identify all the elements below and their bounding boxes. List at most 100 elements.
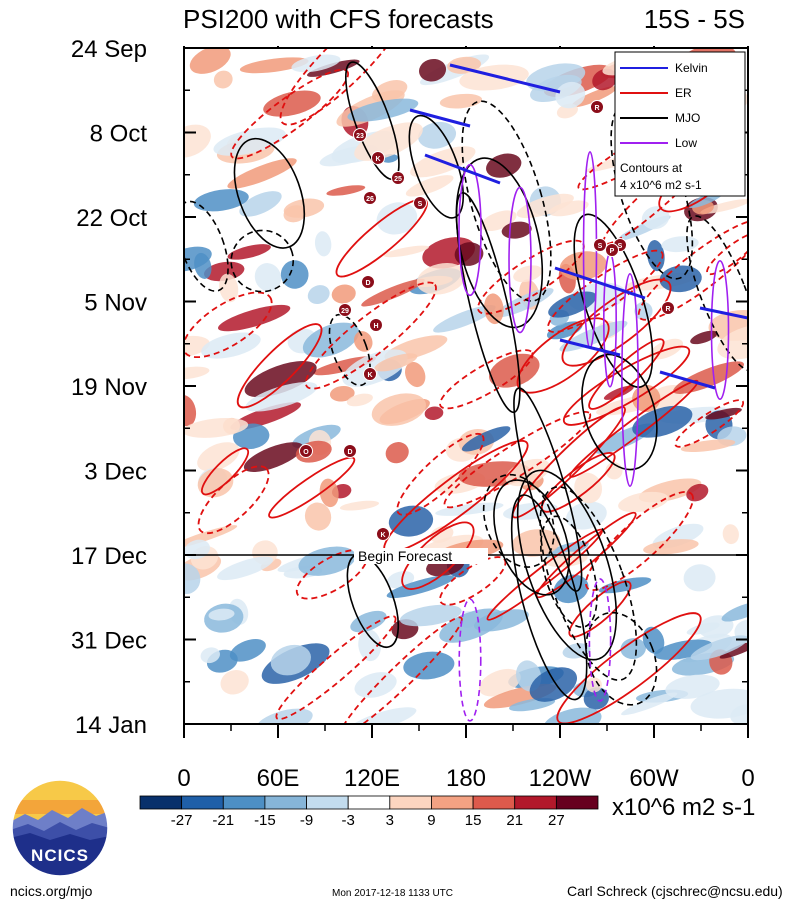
colorbar-tick-label: 27	[548, 812, 565, 829]
kelvin-contour	[424, 153, 501, 185]
colorbar-swatch	[222, 795, 266, 810]
anomaly-blob	[403, 651, 455, 680]
colorbar-swatch	[306, 795, 349, 810]
y-tick-label: 14 Jan	[75, 712, 147, 739]
anomaly-blob	[326, 185, 366, 196]
storm-label: P	[610, 248, 615, 255]
storm-label: S	[598, 243, 603, 250]
anomaly-blob	[690, 330, 718, 345]
anomaly-blob	[705, 407, 742, 420]
legend-low: Low	[675, 136, 697, 150]
storm-label: S	[418, 201, 423, 208]
storm-label: R	[665, 306, 670, 313]
anomaly-blob	[680, 439, 736, 452]
legend-note-2: 4 x10^6 m2 s-1	[620, 178, 702, 192]
anomaly-blob	[719, 639, 748, 659]
legend: Kelvin ER MJO Low Contours at 4 x10^6 m2…	[614, 51, 746, 197]
anomaly-blob	[598, 577, 652, 594]
anomaly-blob	[621, 692, 678, 716]
anomaly-blob	[217, 304, 291, 332]
anomaly-blob	[478, 668, 521, 697]
wave-contour	[339, 616, 463, 724]
wave-contour	[230, 229, 295, 293]
colorbar-swatch	[514, 795, 557, 810]
legend-mjo: MJO	[675, 111, 700, 125]
storm-label: H	[373, 323, 378, 330]
anomaly-blob	[189, 48, 231, 74]
y-tick-label: 22 Oct	[76, 205, 147, 232]
wave-contour	[458, 163, 482, 297]
anomaly-blob	[219, 273, 239, 303]
anomaly-blob	[454, 242, 484, 266]
anomaly-blob	[201, 332, 261, 359]
anomaly-blob	[347, 98, 419, 122]
storm-label: D	[347, 449, 352, 456]
colorbar-swatch	[264, 795, 307, 810]
anomaly-blob	[307, 285, 330, 305]
anomaly-blob	[200, 647, 220, 664]
anomaly-blob	[548, 200, 589, 217]
storm-marker: S	[413, 196, 427, 210]
anomaly-blob	[217, 556, 274, 581]
colorbar-tick-label: -15	[254, 812, 276, 829]
anomaly-blob	[354, 122, 423, 161]
storm-marker: 23	[353, 128, 367, 142]
anomaly-blob	[331, 284, 356, 304]
anomaly-blob	[661, 236, 699, 253]
anomaly-blob	[270, 644, 312, 676]
wave-contour	[686, 215, 748, 372]
kelvin-contour	[449, 63, 561, 94]
kelvin-contour	[559, 338, 621, 357]
x-tick-label: 120W	[529, 765, 592, 792]
colorbar-tick-label: 15	[465, 812, 482, 829]
kelvin-contour	[699, 306, 748, 320]
anomaly-blob	[346, 393, 373, 407]
anomaly-blob	[255, 708, 313, 724]
chart-title: PSI200 with CFS forecasts	[183, 4, 494, 34]
storm-marker: O	[299, 444, 313, 458]
wave-contour	[408, 114, 465, 219]
storm-marker: 29	[338, 303, 352, 317]
anomaly-blob	[254, 263, 282, 292]
wave-contour	[508, 186, 532, 334]
storm-label: 25	[394, 176, 402, 183]
anomaly-blob	[213, 70, 233, 89]
storm-marker: K	[363, 367, 377, 381]
x-tick-label: 0	[741, 765, 754, 792]
storm-marker: K	[371, 151, 385, 165]
x-tick-label: 120E	[344, 765, 400, 792]
wave-contour	[556, 612, 702, 724]
y-tick-label: 24 Sep	[71, 36, 147, 63]
footer-timestamp: Mon 2017-12-18 1133 UTC	[332, 888, 453, 899]
anomaly-blob	[424, 406, 444, 420]
colorbar-tick-label: -21	[212, 812, 234, 829]
anomaly-blob	[529, 667, 578, 702]
anomaly-blob	[197, 442, 240, 472]
x-tick-label: 60W	[629, 765, 679, 792]
storm-label: K	[367, 372, 372, 379]
storm-marker: R	[590, 100, 604, 114]
logo-text: NCICS	[31, 846, 89, 865]
anomaly-blob	[184, 366, 210, 380]
anomaly-blob	[243, 442, 304, 473]
anomaly-blob	[350, 610, 387, 633]
x-tick-label: 0	[177, 765, 190, 792]
x-tick-label: 60E	[257, 765, 300, 792]
anomaly-blob	[461, 426, 511, 452]
storm-marker: 25	[391, 171, 405, 185]
wave-contour	[184, 291, 273, 359]
anomaly-blob	[230, 402, 301, 431]
wave-contour	[573, 213, 654, 388]
wave-contour	[674, 399, 745, 448]
wave-contour	[236, 323, 323, 409]
colorbar-tick-label: -9	[300, 812, 313, 829]
wave-contour	[585, 611, 658, 706]
anomaly-blob	[220, 669, 249, 695]
footer-url[interactable]: ncics.org/mjo	[10, 883, 93, 899]
wave-contour	[588, 578, 612, 702]
wave-contour	[539, 486, 638, 681]
wave-contour	[706, 232, 748, 276]
anomaly-blob	[418, 58, 447, 82]
wave-contour	[482, 473, 555, 568]
anomaly-blob	[722, 524, 739, 545]
